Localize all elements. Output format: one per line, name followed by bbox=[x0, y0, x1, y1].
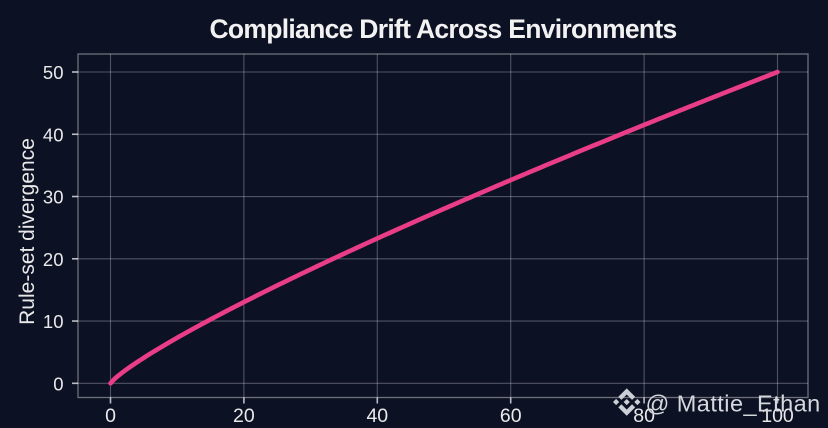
svg-text:Compliance Drift Across Enviro: Compliance Drift Across Environments bbox=[209, 14, 676, 44]
svg-text:40: 40 bbox=[43, 124, 64, 145]
svg-text:40: 40 bbox=[366, 405, 388, 427]
svg-text:0: 0 bbox=[105, 405, 116, 427]
svg-text:30: 30 bbox=[43, 187, 64, 208]
svg-text:Rule-set divergence: Rule-set divergence bbox=[16, 138, 39, 325]
svg-text:100: 100 bbox=[761, 405, 794, 427]
svg-text:20: 20 bbox=[43, 249, 64, 270]
svg-text:60: 60 bbox=[500, 405, 522, 427]
svg-text:50: 50 bbox=[43, 62, 64, 83]
svg-text:@ Mattie_Ethan: @ Mattie_Ethan bbox=[646, 391, 821, 417]
svg-text:20: 20 bbox=[233, 405, 255, 427]
svg-text:0: 0 bbox=[53, 373, 63, 394]
svg-text:10: 10 bbox=[43, 311, 64, 332]
svg-text:80: 80 bbox=[633, 405, 655, 427]
